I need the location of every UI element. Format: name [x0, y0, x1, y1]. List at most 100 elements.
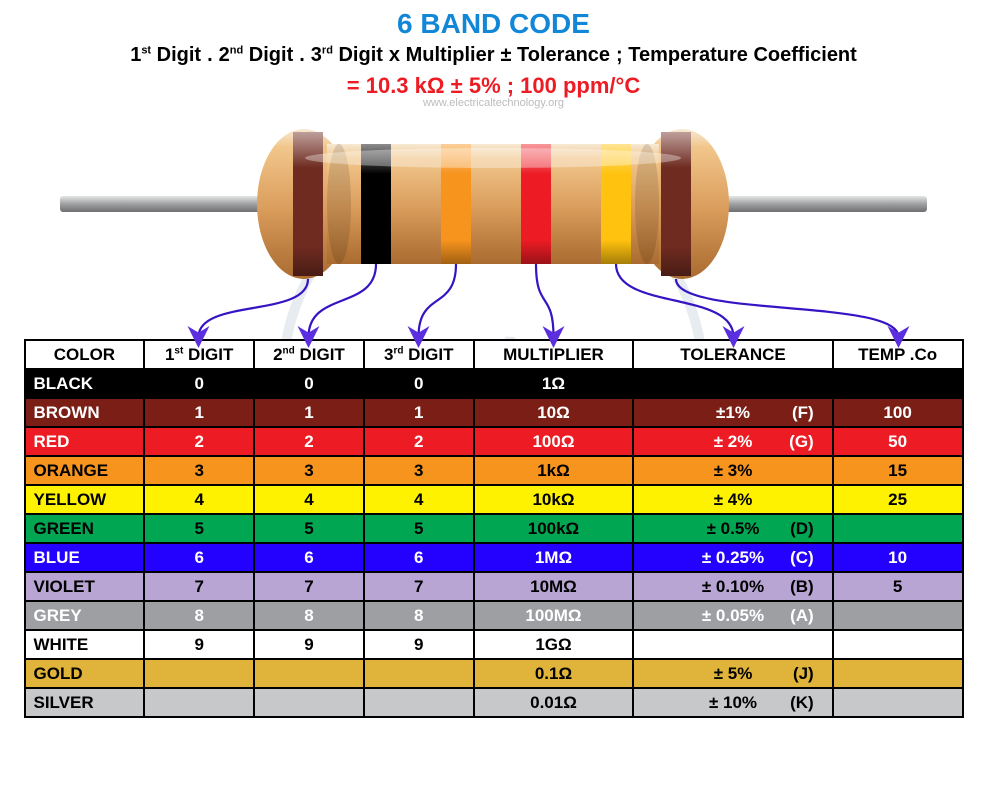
- cell-d3: 6: [364, 543, 474, 572]
- cell-temp: [833, 369, 963, 398]
- cell-temp: 10: [833, 543, 963, 572]
- table-header: 1st DIGIT: [144, 340, 254, 369]
- cell-tol: ± 10%(K): [633, 688, 832, 717]
- cell-d2: [254, 688, 364, 717]
- cell-d3: [364, 659, 474, 688]
- formula-part: 2nd Digit: [219, 44, 294, 67]
- cell-tol: ± 0.10%(B): [633, 572, 832, 601]
- cell-d2: 8: [254, 601, 364, 630]
- cell-mult: 1MΩ: [474, 543, 634, 572]
- cell-d3: 5: [364, 514, 474, 543]
- cell-d3: [364, 688, 474, 717]
- cell-color: GREY: [25, 601, 145, 630]
- page-title: 6 BAND CODE: [0, 8, 987, 40]
- cell-temp: [833, 659, 963, 688]
- cell-d3: 9: [364, 630, 474, 659]
- cell-d3: 7: [364, 572, 474, 601]
- table-header: MULTIPLIER: [474, 340, 634, 369]
- cell-d1: 8: [144, 601, 254, 630]
- cell-temp: 100: [833, 398, 963, 427]
- table-header: 3rd DIGIT: [364, 340, 474, 369]
- cell-tol: ±1%(F): [633, 398, 832, 427]
- cell-d2: 4: [254, 485, 364, 514]
- cell-color: RED: [25, 427, 145, 456]
- cell-d3: 2: [364, 427, 474, 456]
- cell-tol: ± 4%: [633, 485, 832, 514]
- cell-d1: 3: [144, 456, 254, 485]
- cell-color: VIOLET: [25, 572, 145, 601]
- cell-mult: 1Ω: [474, 369, 634, 398]
- cell-mult: 100MΩ: [474, 601, 634, 630]
- table-header: TEMP .Co: [833, 340, 963, 369]
- table-header: COLOR: [25, 340, 145, 369]
- resistor-diagram: [0, 109, 987, 339]
- cell-mult: 100Ω: [474, 427, 634, 456]
- watermark-text: www.electricaltechnology.org: [0, 97, 987, 109]
- cell-d2: 7: [254, 572, 364, 601]
- cell-mult: 10Ω: [474, 398, 634, 427]
- cell-d1: 5: [144, 514, 254, 543]
- cell-d1: 6: [144, 543, 254, 572]
- cell-d1: 9: [144, 630, 254, 659]
- table-row: GREEN555100kΩ± 0.5%(D): [25, 514, 963, 543]
- formula-part: ± Tolerance: [501, 44, 611, 67]
- cell-temp: 5: [833, 572, 963, 601]
- cell-d2: 9: [254, 630, 364, 659]
- cell-d3: 1: [364, 398, 474, 427]
- cell-color: WHITE: [25, 630, 145, 659]
- cell-mult: 0.01Ω: [474, 688, 634, 717]
- cell-d2: 3: [254, 456, 364, 485]
- table-row: VIOLET77710MΩ± 0.10%(B)5: [25, 572, 963, 601]
- cell-color: GOLD: [25, 659, 145, 688]
- cell-d2: 2: [254, 427, 364, 456]
- table-row: BLACK0001Ω: [25, 369, 963, 398]
- table-row: BLUE6661MΩ± 0.25%(C)10: [25, 543, 963, 572]
- cell-tol: [633, 630, 832, 659]
- cell-d3: 0: [364, 369, 474, 398]
- cell-color: BLACK: [25, 369, 145, 398]
- cell-tol: [633, 369, 832, 398]
- formula-part: 1st Digit: [130, 44, 201, 67]
- cell-color: ORANGE: [25, 456, 145, 485]
- cell-color: SILVER: [25, 688, 145, 717]
- cell-color: BLUE: [25, 543, 145, 572]
- table-row: SILVER 0.01Ω± 10%(K): [25, 688, 963, 717]
- cell-d1: 7: [144, 572, 254, 601]
- formula-part: ; Temperature Coefficient: [616, 44, 857, 67]
- cell-d2: [254, 659, 364, 688]
- cell-d3: 3: [364, 456, 474, 485]
- table-row: GOLD0.1Ω± 5%(J): [25, 659, 963, 688]
- table-header: TOLERANCE: [633, 340, 832, 369]
- table-row: BROWN11110Ω±1%(F)100: [25, 398, 963, 427]
- cell-d2: 5: [254, 514, 364, 543]
- cell-temp: [833, 688, 963, 717]
- table-row: YELLOW44410kΩ± 4%25: [25, 485, 963, 514]
- cell-d3: 4: [364, 485, 474, 514]
- cell-mult: 10kΩ: [474, 485, 634, 514]
- cell-d1: 4: [144, 485, 254, 514]
- cell-temp: 50: [833, 427, 963, 456]
- cell-d2: 1: [254, 398, 364, 427]
- cell-tol: ± 0.25%(C): [633, 543, 832, 572]
- table-row: WHITE9991GΩ: [25, 630, 963, 659]
- table-header: 2nd DIGIT: [254, 340, 364, 369]
- cell-temp: [833, 601, 963, 630]
- cell-temp: [833, 630, 963, 659]
- formula-line: 1st Digit.2nd Digit.3rd Digitx Multiplie…: [0, 44, 987, 67]
- cell-d1: [144, 659, 254, 688]
- cell-color: YELLOW: [25, 485, 145, 514]
- cell-mult: 1kΩ: [474, 456, 634, 485]
- resistor-svg: [0, 109, 987, 309]
- cell-color: BROWN: [25, 398, 145, 427]
- table-row: ORANGE3331kΩ± 3%15: [25, 456, 963, 485]
- cell-d1: [144, 688, 254, 717]
- cell-tol: ± 0.05%(A): [633, 601, 832, 630]
- cell-d3: 8: [364, 601, 474, 630]
- table-row: GREY888100MΩ± 0.05%(A): [25, 601, 963, 630]
- cell-d1: 0: [144, 369, 254, 398]
- cell-mult: 10MΩ: [474, 572, 634, 601]
- cell-mult: 100kΩ: [474, 514, 634, 543]
- cell-temp: 15: [833, 456, 963, 485]
- cell-color: GREEN: [25, 514, 145, 543]
- cell-d1: 2: [144, 427, 254, 456]
